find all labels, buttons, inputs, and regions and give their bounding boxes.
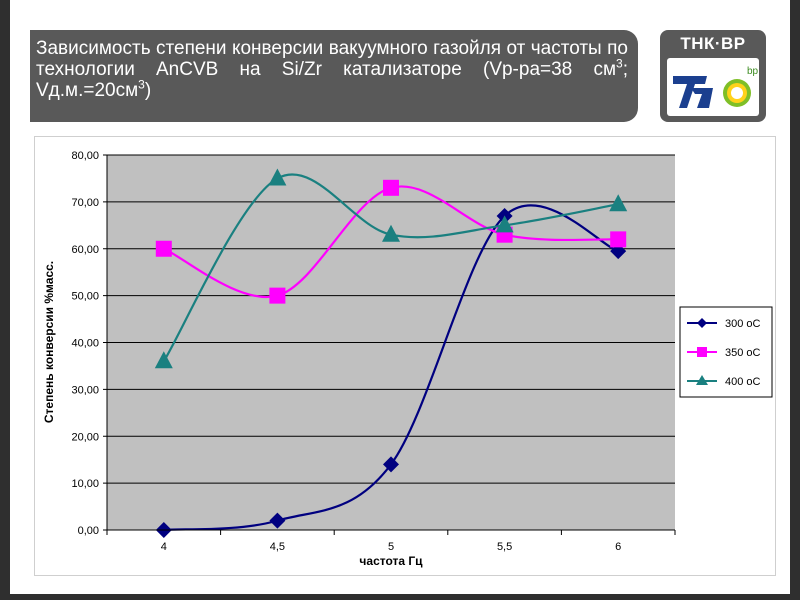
x-tick-label: 5 (388, 541, 394, 553)
y-tick-label: 70,00 (71, 197, 99, 209)
slide-title: Зависимость степени конверсии вакуумного… (36, 38, 628, 101)
gridlines (107, 154, 675, 484)
data-point-1 (610, 231, 627, 248)
x-tick-label: 6 (615, 541, 621, 553)
bp-helios-icon (723, 79, 751, 107)
y-tick-label: 40,00 (71, 338, 99, 350)
legend-label: 350 оС (725, 347, 761, 359)
tnk-emblem-icon (673, 76, 713, 108)
y-tick-label: 80,00 (71, 150, 99, 162)
chart-area: 0,00 10,00 20,00 30,00 40,00 50,00 60,00 70,00 8… (34, 136, 776, 576)
data-point-2 (609, 194, 628, 212)
y-axis-title: Степень конверсии %масс. (42, 261, 56, 423)
series-lines (154, 168, 628, 538)
data-point-1 (383, 179, 399, 196)
data-point-2 (154, 351, 173, 369)
right-border (790, 0, 800, 600)
data-point-0 (269, 512, 286, 529)
legend-marker (697, 318, 707, 328)
legend-marker (697, 347, 707, 357)
y-tick-label: 50,00 (71, 291, 99, 303)
y-tick-label: 10,00 (71, 478, 99, 490)
y-tick-label: 60,00 (71, 244, 99, 256)
legend: 300 оС 350 оС 400 оС (679, 306, 773, 398)
data-point-1 (269, 287, 286, 304)
legend-label: 300 оС (725, 318, 761, 330)
data-point-2 (495, 215, 514, 233)
data-point-2 (382, 224, 400, 242)
logo-bp-text: bp (747, 66, 759, 77)
tnk-bp-logo: ТНК·BP bp (660, 30, 766, 122)
x-axis-title: частота Гц (359, 554, 423, 568)
x-tick-label: 4,5 (270, 541, 285, 553)
x-tick-label: 4 (161, 541, 167, 553)
y-tick-label: 30,00 (71, 384, 99, 396)
logo-text: ТНК·BP (680, 34, 746, 53)
y-tick-label: 0,00 (78, 525, 99, 537)
axes: 0,00 10,00 20,00 30,00 40,00 50,00 60,00 70,00 8… (71, 150, 676, 553)
data-point-2 (268, 168, 287, 186)
series-line-0 (163, 204, 619, 532)
legend-label: 400 оС (725, 376, 761, 388)
logo-emblem-icon: bp (673, 66, 759, 108)
data-point-1 (155, 240, 172, 257)
bottom-border (0, 594, 800, 600)
series-line-2 (162, 173, 619, 362)
left-border (0, 0, 10, 600)
y-tick-label: 20,00 (71, 431, 99, 443)
data-point-0 (383, 456, 399, 473)
x-tick-label: 5,5 (497, 541, 512, 553)
slide-title-box: Зависимость степени конверсии вакуумного… (30, 30, 638, 122)
conversion-chart: 0,00 10,00 20,00 30,00 40,00 50,00 60,00 70,00 8… (42, 150, 773, 568)
legend-marker (696, 375, 708, 385)
logo-emblem: bp (667, 58, 759, 116)
